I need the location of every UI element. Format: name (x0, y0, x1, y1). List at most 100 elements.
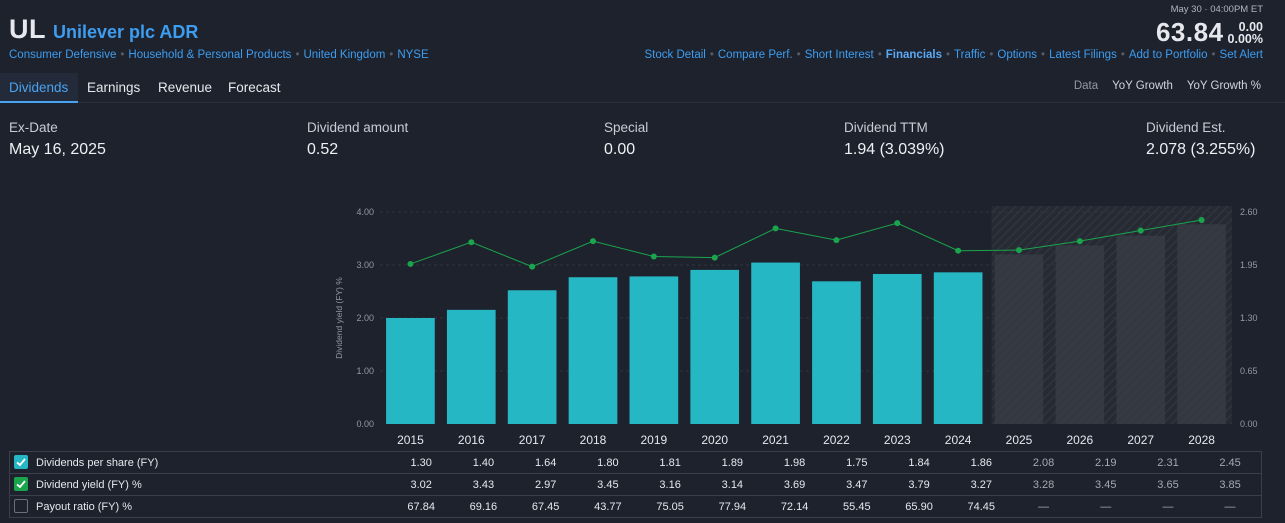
table-cell: 1.89 (701, 451, 764, 474)
table-cell: 3.47 (825, 473, 888, 496)
table-cell: 69.16 (452, 495, 515, 518)
table-cell: 2.97 (514, 473, 577, 496)
nav-link-short-interest[interactable]: Short Interest (804, 49, 874, 61)
ticker-title: UL Unilever plc ADR (9, 14, 198, 45)
table-cell: 67.84 (390, 495, 453, 518)
ticker-symbol: UL (9, 14, 46, 44)
link-separator: • (989, 49, 994, 61)
table-cell: 1.64 (514, 451, 577, 474)
price-block: May 30 · 04:00PM ET 63.84 0.00 0.00% (1156, 4, 1263, 48)
x-tick-2022: 2022 (823, 433, 850, 447)
series-checkbox[interactable] (14, 476, 28, 491)
price-change-percent: 0.00% (1227, 31, 1263, 46)
link-separator: • (946, 49, 951, 61)
x-tick-2019: 2019 (641, 433, 668, 447)
table-cell: 1.30 (390, 451, 453, 474)
view-toggle-group: Data YoY Growth YoY Growth % (1074, 80, 1261, 92)
sector-link-household-personal-products[interactable]: Household & Personal Products (128, 49, 292, 61)
tab-revenue[interactable]: Revenue (158, 80, 213, 95)
table-cell: — (1136, 495, 1200, 518)
stat-label: Dividend amount (307, 120, 409, 135)
table-cell: 75.05 (639, 495, 702, 518)
tab-dividends[interactable]: Dividends (0, 73, 78, 103)
link-separator: • (295, 49, 300, 61)
x-tick-2015: 2015 (397, 433, 424, 447)
tab-earnings[interactable]: Earnings (87, 80, 141, 95)
toggle-data[interactable]: Data (1073, 80, 1099, 92)
table-cell: — (1074, 495, 1137, 518)
x-tick-2021: 2021 (762, 433, 789, 447)
x-tick-2018: 2018 (580, 433, 607, 447)
y-axis-label: Dividend yield (FY) % (334, 277, 344, 359)
stat-dividend-est: Dividend Est. 2.078 (3.255%) (1146, 120, 1255, 159)
bar-2018 (568, 277, 618, 424)
table-cell: 3.45 (576, 473, 639, 496)
link-separator: • (1041, 49, 1046, 61)
toggle-yoy-growth[interactable]: YoY Growth (1112, 80, 1173, 92)
x-tick-2028: 2028 (1188, 433, 1215, 447)
company-name-link[interactable]: Unilever plc ADR (53, 22, 199, 42)
series-checkbox[interactable] (14, 454, 28, 469)
nav-link-set-alert[interactable]: Set Alert (1219, 49, 1263, 61)
bar-2016 (446, 309, 496, 424)
yield-point-2018 (590, 238, 596, 245)
left-axis-tick: 0.00 (356, 419, 374, 429)
nav-link-compare-perf[interactable]: Compare Perf. (717, 49, 793, 61)
nav-link-add-to-portfolio[interactable]: Add to Portfolio (1128, 49, 1208, 61)
section-tab-bar: Dividends Earnings Revenue Forecast (0, 73, 1285, 103)
stat-label: Dividend TTM (844, 120, 928, 135)
dividend-data-table: Dividends per share (FY) 1.30 1.40 1.64 1.80… (9, 451, 1263, 518)
row-label: Payout ratio (FY) % (36, 500, 132, 513)
bar-2020 (690, 269, 740, 424)
yield-point-2024 (955, 247, 962, 254)
link-separator: • (877, 49, 882, 61)
tab-forecast[interactable]: Forecast (228, 80, 281, 95)
sector-link-nyse[interactable]: NYSE (397, 49, 429, 61)
table-cell: 55.45 (825, 495, 888, 518)
sector-link-united-kingdom[interactable]: United Kingdom (303, 49, 386, 61)
link-separator: • (796, 49, 801, 61)
table-cell: 67.45 (514, 495, 577, 518)
link-separator: • (1211, 49, 1216, 61)
table-cell: 72.14 (763, 495, 826, 518)
x-tick-2023: 2023 (884, 433, 911, 447)
nav-link-latest-filings[interactable]: Latest Filings (1049, 49, 1117, 61)
table-cell: 3.79 (887, 473, 951, 496)
table-cell: 1.81 (639, 451, 702, 474)
table-cell: 1.75 (825, 451, 888, 474)
table-cell: 1.86 (950, 451, 1013, 474)
nav-link-stock-detail[interactable]: Stock Detail (644, 49, 706, 61)
bar-2026 (1055, 245, 1105, 424)
toggle-yoy-growth-percent[interactable]: YoY Growth % (1186, 80, 1261, 92)
price-change: 0.00 0.00% (1227, 20, 1263, 46)
table-cell: 3.45 (1074, 473, 1137, 496)
x-tick-2024: 2024 (945, 433, 972, 447)
stat-label: Dividend Est. (1146, 120, 1226, 135)
row-label: Dividends per share (FY) (36, 456, 159, 469)
nav-link-traffic[interactable]: Traffic (954, 49, 986, 61)
nav-link-financials[interactable]: Financials (885, 49, 943, 61)
bar-2015 (386, 318, 435, 424)
nav-link-options[interactable]: Options (997, 49, 1038, 61)
table-cell: — (1012, 495, 1075, 518)
x-tick-2025: 2025 (1006, 433, 1033, 447)
price-timestamp: May 30 · 04:00PM ET (1170, 4, 1263, 15)
bar-2019 (629, 276, 679, 424)
table-cell: 65.90 (887, 495, 951, 518)
table-cell: 1.84 (887, 451, 951, 474)
stat-ex-date: Ex-Date May 16, 2025 (9, 120, 106, 159)
table-cell: 3.65 (1136, 473, 1200, 496)
bar-2027 (1116, 235, 1166, 424)
link-separator: • (120, 49, 125, 61)
yield-point-2027 (1137, 227, 1144, 234)
left-axis-tick: 2.00 (356, 313, 374, 323)
dividend-chart: 0.00 1.00 2.00 3.00 4.00 0.00 0.65 1.30 1.95 2.60… (334, 206, 1258, 447)
table-cell: 3.16 (639, 473, 702, 496)
right-axis-tick: 1.95 (1240, 260, 1258, 270)
series-checkbox[interactable] (14, 498, 28, 513)
yield-point-2017 (529, 263, 536, 270)
sector-link-consumer-defensive[interactable]: Consumer Defensive (9, 49, 117, 61)
last-price: 63.84 (1155, 17, 1224, 47)
bar-2017 (507, 290, 557, 424)
ticker-header: UL Unilever plc ADR Consumer Defensive • H… (0, 0, 1285, 73)
